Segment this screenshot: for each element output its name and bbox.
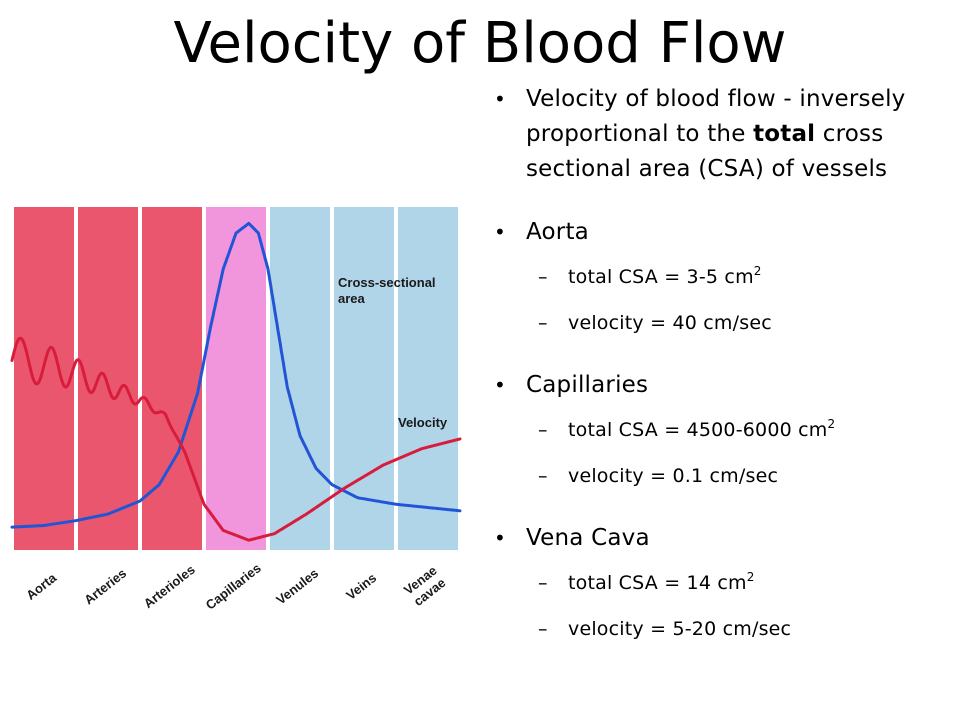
bullet-dot: •: [494, 373, 506, 397]
series-velocity: [10, 336, 462, 542]
slide-title: Velocity of Blood Flow: [173, 11, 787, 76]
capillaries-csa-text: total CSA = 4500-6000 cm: [568, 419, 828, 441]
tick-arterioles: Arterioles: [141, 562, 198, 611]
capillaries-heading: Capillaries: [526, 372, 649, 398]
capillaries-csa-exponent: 2: [827, 417, 836, 431]
aorta-sublist: – total CSA = 3-5 cm2 – velocity = 40 cm…: [490, 254, 940, 346]
bullet-list: • Velocity of blood flow - inversely pro…: [490, 82, 940, 652]
aorta-velocity: – velocity = 40 cm/sec: [490, 300, 940, 346]
sub-dash: –: [538, 266, 548, 288]
vena-cava-csa-exponent: 2: [746, 570, 755, 584]
sub-dash: –: [538, 419, 548, 441]
tick-venules: Venules: [273, 565, 321, 607]
vena-cava-heading: Vena Cava: [526, 525, 650, 551]
band-aorta: [14, 207, 74, 550]
tick-venae-cavae: Venaecavae: [401, 563, 449, 610]
annotation-velocity: Velocity: [398, 415, 448, 430]
bullet-vena-cava: • Vena Cava: [490, 521, 940, 556]
vena-cava-velocity-text: velocity = 5-20 cm/sec: [568, 618, 792, 640]
aorta-csa-text: total CSA = 3-5 cm: [568, 266, 754, 288]
band-capillaries: [206, 207, 266, 550]
aorta-csa: – total CSA = 3-5 cm2: [490, 254, 940, 300]
intro-text-1: Velocity of blood flow - inversely propo…: [526, 86, 906, 147]
bullet-capillaries: • Capillaries: [490, 368, 940, 403]
sub-dash: –: [538, 465, 548, 487]
chart-curves: [10, 221, 462, 542]
vessel-bands: [14, 207, 458, 550]
intro-text-2: cross sectional area (CSA) of vessels: [526, 121, 888, 182]
sub-dash: –: [538, 572, 548, 594]
band-arteries: [78, 207, 138, 550]
bullet-aorta: • Aorta: [490, 215, 940, 250]
tick-arteries: Arteries: [81, 565, 129, 607]
vena-cava-csa: – total CSA = 14 cm2: [490, 560, 940, 606]
vena-cava-sublist: – total CSA = 14 cm2 – velocity = 5-20 c…: [490, 560, 940, 652]
bullet-dot: •: [494, 220, 506, 244]
capillaries-velocity-text: velocity = 0.1 cm/sec: [568, 465, 779, 487]
sub-dash: –: [538, 312, 548, 334]
capillaries-sublist: – total CSA = 4500-6000 cm2 – velocity =…: [490, 407, 940, 499]
band-venae-cavae: [398, 207, 458, 550]
intro-emphasis: total: [753, 121, 816, 147]
aorta-csa-exponent: 2: [753, 264, 762, 278]
aorta-heading: Aorta: [526, 219, 589, 245]
x-tick-labels: Aorta Arteries Arterioles Capillaries Venule…: [23, 560, 449, 612]
vena-cava-csa-text: total CSA = 14 cm: [568, 572, 747, 594]
tick-veins: Veins: [343, 570, 379, 603]
band-venules: [270, 207, 330, 550]
annotation-cross-sectional-area: Cross-sectional area: [338, 275, 436, 306]
bullet-dot: •: [494, 87, 506, 111]
band-veins: [334, 207, 394, 550]
capillaries-csa: – total CSA = 4500-6000 cm2: [490, 407, 940, 453]
capillaries-velocity: – velocity = 0.1 cm/sec: [490, 453, 940, 499]
sub-dash: –: [538, 618, 548, 640]
vena-cava-velocity: – velocity = 5-20 cm/sec: [490, 606, 940, 652]
bullet-dot: •: [494, 526, 506, 550]
aorta-velocity-text: velocity = 40 cm/sec: [568, 312, 772, 334]
chart-annotations: Cross-sectional area Velocity: [338, 275, 448, 430]
bullet-intro: • Velocity of blood flow - inversely pro…: [490, 82, 940, 187]
series-cross-sectional-area: [10, 221, 462, 529]
tick-aorta: Aorta: [23, 570, 60, 603]
band-arterioles: [142, 207, 202, 550]
blood-flow-chart: Cross-sectional area Velocity Aorta Arterie…: [10, 207, 462, 613]
tick-capillaries: Capillaries: [203, 560, 264, 612]
